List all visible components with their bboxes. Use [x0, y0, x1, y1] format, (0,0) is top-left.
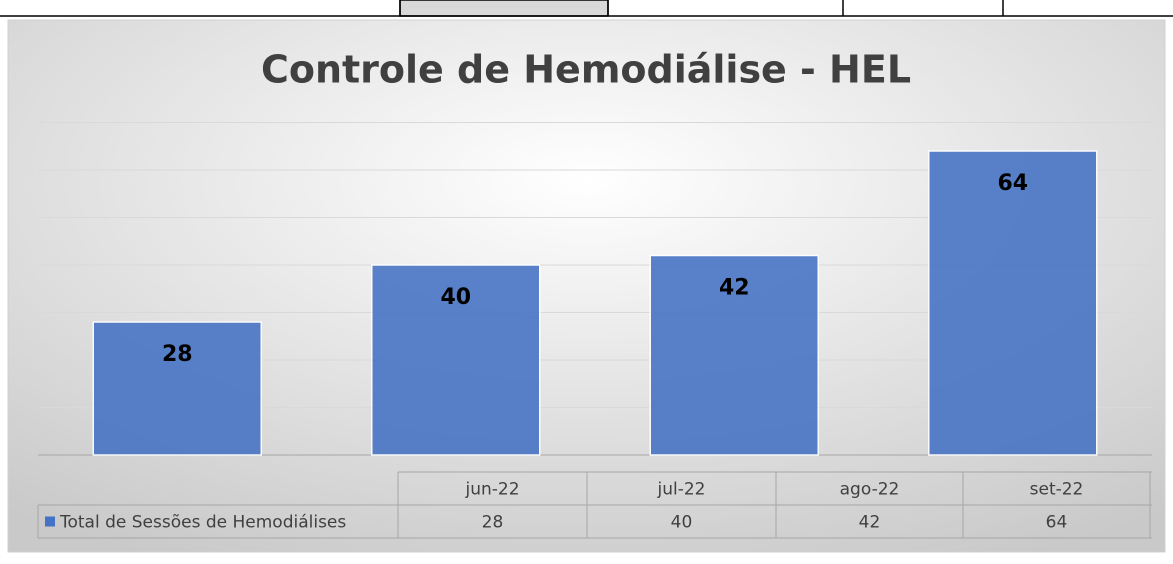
data-label: 40: [440, 285, 471, 310]
bar: [649, 254, 819, 456]
legend-label: Total de Sessões de Hemodiálises: [59, 513, 346, 533]
x-tick-label: set-22: [1030, 480, 1084, 500]
table-value: 28: [482, 513, 504, 533]
x-tick-label: ago-22: [840, 480, 900, 500]
x-tick-label: jul-22: [657, 480, 706, 500]
data-label: 42: [719, 276, 750, 301]
legend-swatch: [45, 516, 55, 527]
bar: [928, 150, 1098, 456]
chart-title: Controle de Hemodiálise - HEL: [261, 48, 911, 92]
data-label: 28: [162, 342, 193, 367]
top-table-fragment: [0, 0, 1173, 17]
x-tick-label: jun-22: [464, 480, 519, 500]
table-value: 40: [671, 513, 693, 533]
bar: [92, 321, 262, 456]
table-value: 42: [859, 513, 881, 533]
table-value: 64: [1046, 513, 1068, 533]
bar: [371, 264, 541, 456]
data-label: 64: [997, 171, 1028, 196]
